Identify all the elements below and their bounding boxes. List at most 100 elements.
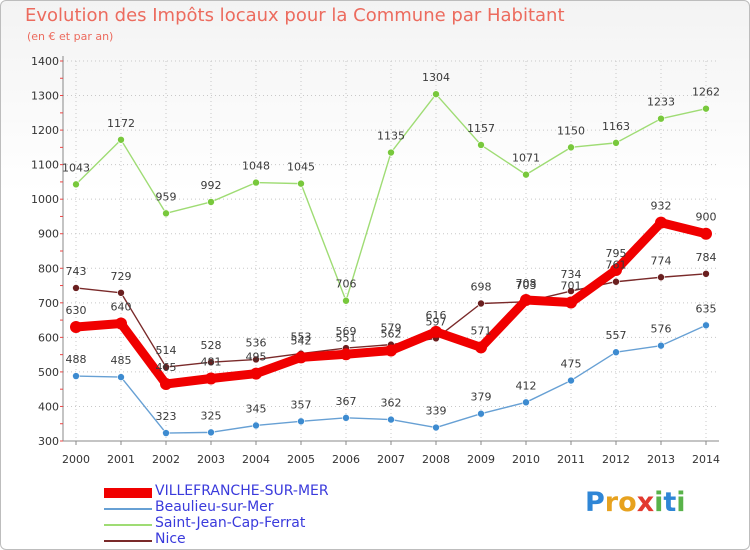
data-point [207,358,215,367]
y-tick-label: 1300 [31,90,59,103]
data-label: 734 [561,268,582,281]
y-tick-label: 1100 [31,159,59,172]
data-point [567,287,575,295]
data-label: 1163 [602,120,630,133]
y-tick-label: 1400 [31,55,59,68]
y-tick-label: 800 [38,262,59,275]
y-tick-label: 900 [38,228,59,241]
data-label: 475 [561,358,582,371]
data-label: 640 [111,301,132,314]
data-point [295,351,307,364]
data-label: 569 [336,325,357,338]
data-point [657,273,665,282]
y-tick-label: 1200 [31,124,59,137]
data-label: 1157 [467,122,495,135]
data-label: 485 [111,354,132,367]
data-point [475,341,487,354]
data-point [342,414,350,422]
chart-subtitle: (en € et par an) [27,30,114,43]
logo-letter: o [618,487,637,518]
x-tick-label: 2012 [602,453,630,466]
data-point [72,180,80,189]
data-label: 761 [606,259,627,272]
x-tick-label: 2004 [242,453,270,466]
data-point [522,170,530,179]
data-label: 708 [516,277,537,290]
y-tick-label: 600 [38,331,59,344]
x-tick-label: 2002 [152,453,180,466]
logo-letter: x [636,487,655,518]
data-point [612,348,620,357]
data-label: 1048 [242,160,270,173]
data-label: 1172 [107,117,135,130]
legend-label: Saint-Jean-Cap-Ferrat [155,515,306,531]
x-tick-label: 2009 [467,453,495,466]
data-label: 784 [696,251,717,264]
data-point [252,178,260,187]
data-label: 1071 [512,152,540,165]
data-label: 379 [471,391,492,404]
data-point [252,355,260,364]
data-label: 959 [156,190,177,203]
data-point [477,299,485,308]
data-label: 553 [291,331,312,344]
data-label: 562 [381,327,402,340]
data-point [162,363,170,371]
data-label: 698 [471,281,492,294]
data-point [342,296,350,305]
data-label: 1262 [692,86,720,99]
data-point [72,372,80,380]
data-label: 362 [381,397,402,410]
logo-letter: i [676,487,686,518]
data-label: 1150 [557,124,585,137]
data-label: 579 [381,322,402,335]
x-tick-label: 2006 [332,453,360,466]
legend-label: Beaulieu-sur-Mer [155,499,274,515]
data-label: 729 [111,270,132,283]
data-point [115,317,127,330]
legend-swatch [104,508,152,510]
data-point [162,209,170,218]
data-label: 345 [246,402,267,415]
x-tick-label: 2005 [287,453,315,466]
data-label: 551 [336,331,357,344]
data-label: 339 [426,405,447,418]
data-label: 536 [246,336,267,349]
data-label: 774 [651,254,672,267]
data-point [432,423,440,432]
data-point [655,216,667,229]
data-point [702,104,710,113]
data-point [70,321,82,333]
data-point [117,135,125,144]
data-label: 495 [246,351,267,364]
data-point [430,325,442,338]
series-beaulieu-sur-mer [72,321,710,437]
data-label: 357 [291,398,312,411]
data-label: 465 [156,361,177,374]
legend-label: Nice [155,531,186,547]
x-tick-label: 2001 [107,453,135,466]
data-label: 481 [201,355,222,368]
data-label: 325 [201,409,222,422]
legend-swatch [104,488,152,498]
data-point [432,90,440,98]
x-tick-label: 2003 [197,453,225,466]
y-tick-label: 500 [38,366,59,379]
data-point [72,284,80,292]
data-label: 597 [426,315,447,328]
x-tick-label: 2008 [422,453,450,466]
data-point [297,417,305,426]
logo-letter: i [654,487,664,518]
x-tick-label: 2014 [692,453,720,466]
legend-swatch [104,524,152,526]
data-label: 488 [66,353,87,366]
data-point [657,114,665,123]
data-label: 635 [696,302,717,315]
data-label: 701 [561,279,582,292]
data-point [702,321,710,330]
data-label: 1043 [62,161,90,174]
data-label: 557 [606,329,627,342]
data-point [567,376,575,385]
